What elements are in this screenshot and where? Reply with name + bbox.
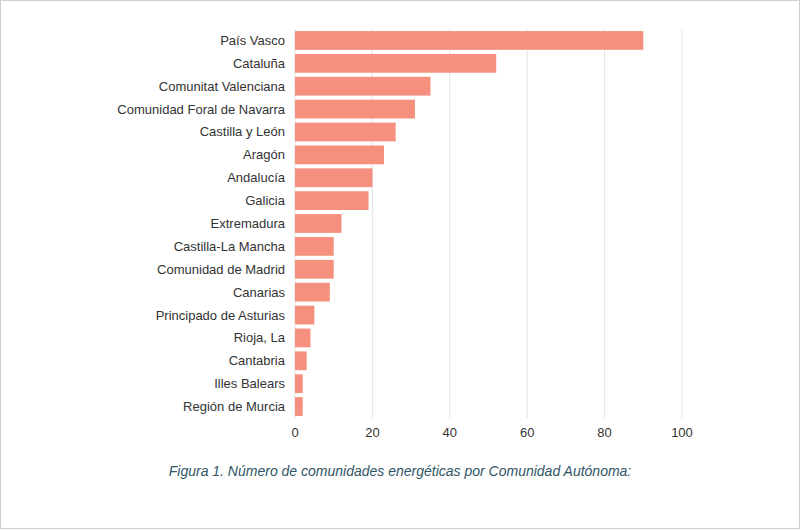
x-axis: 0 20 40 60 80 100 xyxy=(291,425,692,440)
bar xyxy=(295,374,303,393)
bar xyxy=(295,145,384,164)
bar xyxy=(295,260,334,279)
bar xyxy=(295,237,334,256)
bar xyxy=(295,283,330,302)
category-label: Comunidad Foral de Navarra xyxy=(117,102,285,117)
category-label: Extremadura xyxy=(211,216,286,231)
bar xyxy=(295,351,307,370)
tick-label: 0 xyxy=(291,425,298,440)
bar xyxy=(295,168,372,187)
category-label: Comunitat Valenciana xyxy=(159,79,286,94)
bar xyxy=(295,306,314,325)
caption: Figura 1. Número de comunidades energéti… xyxy=(169,463,632,479)
category-label: Galicia xyxy=(245,193,286,208)
category-label: Comunidad de Madrid xyxy=(157,262,285,277)
category-label: Principado de Asturias xyxy=(156,308,286,323)
category-label: Cataluña xyxy=(233,56,286,71)
tick-label: 40 xyxy=(443,425,457,440)
tick-label: 80 xyxy=(597,425,611,440)
bar xyxy=(295,191,369,210)
tick-label: 60 xyxy=(520,425,534,440)
bars xyxy=(295,31,643,416)
bar xyxy=(295,77,430,96)
bar xyxy=(295,214,341,233)
grid-line xyxy=(682,29,683,418)
grid-line xyxy=(604,29,605,418)
y-axis: País Vasco Cataluña Comunitat Valenciana Co… xyxy=(117,33,285,414)
category-label: Castilla-La Mancha xyxy=(174,239,286,254)
category-label: Región de Murcia xyxy=(183,399,286,414)
chart: 0 20 40 60 80 100 País Vasco Cataluña Comunitat … xyxy=(0,0,800,529)
category-label: Castilla y León xyxy=(200,124,285,139)
tick-label: 20 xyxy=(365,425,379,440)
category-label: Illes Balears xyxy=(214,376,285,391)
bar xyxy=(295,100,415,119)
bar xyxy=(295,54,496,73)
grid xyxy=(295,29,682,418)
category-label: Canarias xyxy=(233,285,286,300)
category-label: Cantabria xyxy=(229,353,286,368)
bar xyxy=(295,397,303,416)
grid-line xyxy=(527,29,528,418)
category-label: Andalucía xyxy=(227,170,286,185)
category-label: País Vasco xyxy=(220,33,285,48)
bar xyxy=(295,123,396,142)
category-label: Aragón xyxy=(243,147,285,162)
grid-line xyxy=(449,29,450,418)
bar xyxy=(295,31,643,50)
bar xyxy=(295,329,310,348)
tick-label: 100 xyxy=(671,425,693,440)
category-label: Rioja, La xyxy=(234,330,286,345)
